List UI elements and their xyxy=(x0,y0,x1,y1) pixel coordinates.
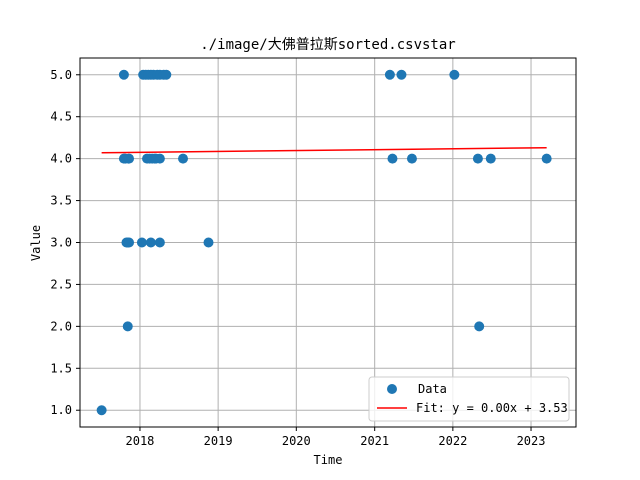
y-tick-label: 3.0 xyxy=(50,236,72,250)
data-point xyxy=(474,321,485,332)
fit-line xyxy=(101,146,547,154)
data-point xyxy=(396,69,407,80)
data-point xyxy=(449,69,460,80)
x-tick-label: 2022 xyxy=(438,434,467,448)
data-point xyxy=(541,153,552,164)
data-point xyxy=(485,153,496,164)
data-point xyxy=(118,69,129,80)
legend-fit-label: Fit: y = 0.00x + 3.53 xyxy=(416,401,568,415)
x-tick-label: 2021 xyxy=(360,434,389,448)
x-tick-label: 2019 xyxy=(204,434,233,448)
data-point xyxy=(384,69,395,80)
y-axis-label: Value xyxy=(29,225,43,261)
fit-line-group xyxy=(101,146,547,154)
data-point xyxy=(154,237,165,248)
x-axis: 2018 2019 2020 2021 2022 2023 xyxy=(126,427,546,448)
data-point xyxy=(161,69,172,80)
y-tick-label: 4.0 xyxy=(50,152,72,166)
data-point xyxy=(136,237,147,248)
chart-title: ./image/大佛普拉斯sorted.csvstar xyxy=(200,37,455,53)
data-point xyxy=(122,321,133,332)
legend: Data Fit: y = 0.00x + 3.53 xyxy=(368,376,570,422)
x-tick-label: 2018 xyxy=(126,434,155,448)
x-tick-label: 2020 xyxy=(282,434,311,448)
data-point xyxy=(124,153,135,164)
data-point xyxy=(203,237,214,248)
y-tick-label: 1.5 xyxy=(50,361,72,375)
legend-box xyxy=(368,376,570,422)
data-points xyxy=(96,69,552,416)
data-point xyxy=(124,237,135,248)
data-point xyxy=(472,153,483,164)
y-tick-label: 4.5 xyxy=(50,110,72,124)
legend-data-marker xyxy=(387,384,397,394)
data-point xyxy=(145,237,156,248)
x-tick-label: 2023 xyxy=(517,434,546,448)
data-point xyxy=(178,153,189,164)
y-tick-label: 1.0 xyxy=(50,403,72,417)
grid-lines xyxy=(80,58,576,427)
y-tick-label: 2.0 xyxy=(50,319,72,333)
data-point xyxy=(406,153,417,164)
y-axis: 1.0 1.5 2.0 2.5 3.0 3.5 4.0 4.5 5.0 xyxy=(50,68,80,417)
data-point xyxy=(387,153,398,164)
x-axis-label: Time xyxy=(314,453,343,467)
data-point xyxy=(154,153,165,164)
y-tick-label: 5.0 xyxy=(50,68,72,82)
y-tick-label: 3.5 xyxy=(50,194,72,208)
y-tick-label: 2.5 xyxy=(50,277,72,291)
data-point xyxy=(96,405,107,416)
legend-data-label: Data xyxy=(418,382,447,396)
